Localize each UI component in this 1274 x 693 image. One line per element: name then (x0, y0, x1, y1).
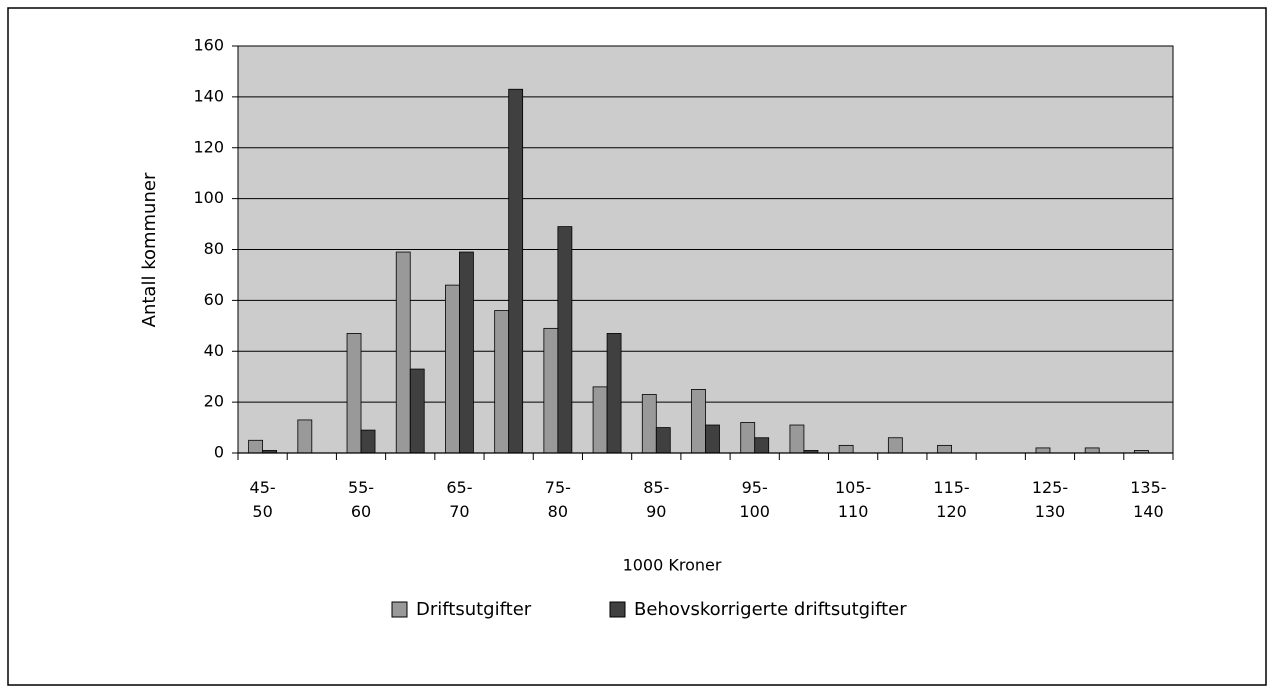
y-tick-label: 120 (193, 137, 224, 156)
bar (789, 424, 805, 454)
bar (592, 386, 608, 454)
y-tick-label: 0 (214, 443, 224, 462)
bar (1035, 447, 1051, 454)
bar (360, 429, 376, 454)
x-tick-label: 65-70 (446, 478, 473, 521)
legend-label: Driftsutgifter (416, 599, 532, 620)
bar (557, 226, 573, 454)
x-tick-label: 55-60 (347, 478, 375, 521)
bar (409, 368, 425, 454)
bar (445, 284, 460, 454)
bar (508, 88, 524, 454)
bar (494, 310, 510, 454)
bar (1084, 447, 1100, 454)
bar (606, 333, 622, 454)
bar (459, 251, 474, 454)
bar (691, 389, 706, 454)
bar (346, 333, 362, 454)
x-axis-title: 1000 Kroner (623, 556, 722, 575)
frame (7, 7, 1267, 686)
x-tick-label: 75-80 (544, 478, 571, 521)
y-tick-label: 40 (204, 341, 224, 360)
bar (655, 427, 671, 454)
x-tick-label: 125-130 (1031, 478, 1069, 521)
x-tick-label: 45-50 (249, 478, 276, 521)
y-tick-label: 60 (204, 290, 224, 309)
y-tick-label: 100 (193, 188, 224, 207)
bar (754, 437, 770, 454)
y-tick-label: 160 (193, 36, 224, 55)
bar (705, 424, 720, 454)
x-tick-label: 95-100 (739, 478, 770, 521)
y-tick-label: 80 (204, 239, 224, 258)
y-tick-label: 20 (204, 392, 224, 411)
x-tick-label: 105-110 (834, 478, 872, 521)
x-tick-label: 85-90 (643, 478, 670, 521)
bar (740, 422, 756, 454)
bar (543, 327, 559, 454)
x-tick-label: 115-120 (933, 478, 970, 521)
x-tick-label: 135-140 (1130, 478, 1167, 521)
bar (838, 444, 854, 454)
bar (248, 439, 264, 454)
bar (297, 419, 313, 454)
legend-swatch (391, 601, 408, 618)
y-axis-title: Antall kommuner (139, 172, 160, 327)
bar (887, 437, 903, 454)
bar (937, 444, 952, 454)
legend-label: Behovskorrigerte driftsutgifter (634, 599, 907, 620)
bar (641, 394, 657, 454)
legend-swatch (609, 601, 626, 618)
bar (395, 251, 411, 454)
y-tick-label: 140 (193, 86, 224, 105)
